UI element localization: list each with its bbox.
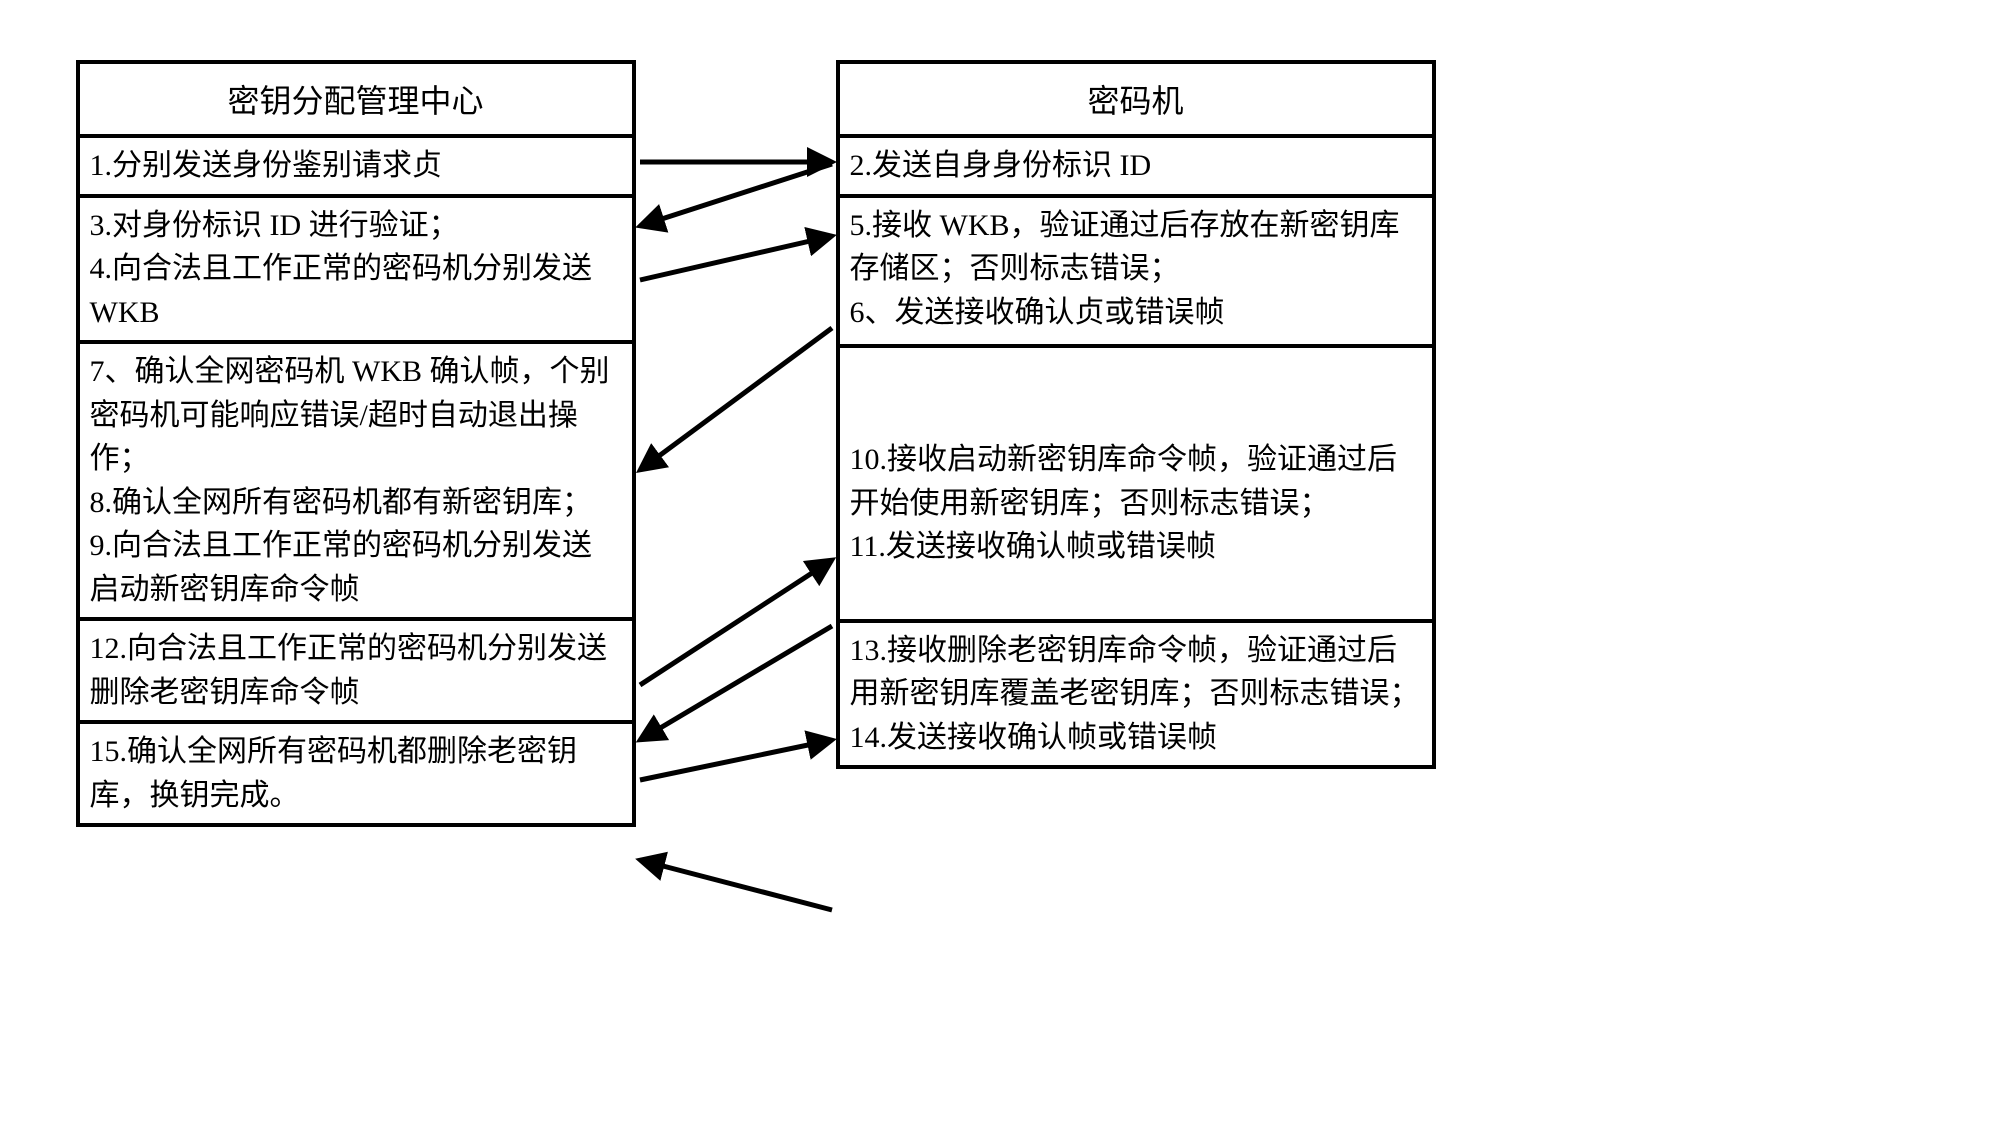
arrow-6 [640,626,832,740]
arrow-7 [640,740,832,780]
arrow-4 [640,328,832,470]
right-cell-4: 13.接收删除老密钥库命令帧，验证通过后用新密钥库覆盖老密钥库；否则标志错误；1… [840,623,1432,766]
diagram-container: 密钥分配管理中心 1.分别发送身份鉴别请求贞 3.对身份标识 ID 进行验证；4… [56,40,1956,1040]
right-cell-2: 5.接收 WKB，验证通过后存放在新密钥库存储区；否则标志错误；6、发送接收确认… [840,198,1432,349]
left-cell-5: 15.确认全网所有密码机都删除老密钥库，换钥完成。 [80,724,632,823]
left-cell-4: 12.向合法且工作正常的密码机分别发送删除老密钥库命令帧 [80,621,632,724]
right-header: 密码机 [840,64,1432,138]
left-cell-3: 7、确认全网密码机 WKB 确认帧，个别密码机可能响应错误/超时自动退出操作；8… [80,344,632,621]
left-entity-box: 密钥分配管理中心 1.分别发送身份鉴别请求贞 3.对身份标识 ID 进行验证；4… [76,60,636,827]
right-entity-box: 密码机 2.发送自身身份标识 ID 5.接收 WKB，验证通过后存放在新密钥库存… [836,60,1436,769]
arrow-3 [640,236,832,280]
arrow-2 [640,164,832,226]
left-header: 密钥分配管理中心 [80,64,632,138]
right-cell-1: 2.发送自身身份标识 ID [840,138,1432,198]
right-cell-3: 10.接收启动新密钥库命令帧，验证通过后开始使用新密钥库；否则标志错误；11.发… [840,348,1432,623]
arrow-5 [640,560,832,685]
left-cell-1: 1.分别发送身份鉴别请求贞 [80,138,632,198]
left-cell-2: 3.对身份标识 ID 进行验证；4.向合法且工作正常的密码机分别发送 WKB [80,198,632,345]
arrow-8 [640,860,832,910]
